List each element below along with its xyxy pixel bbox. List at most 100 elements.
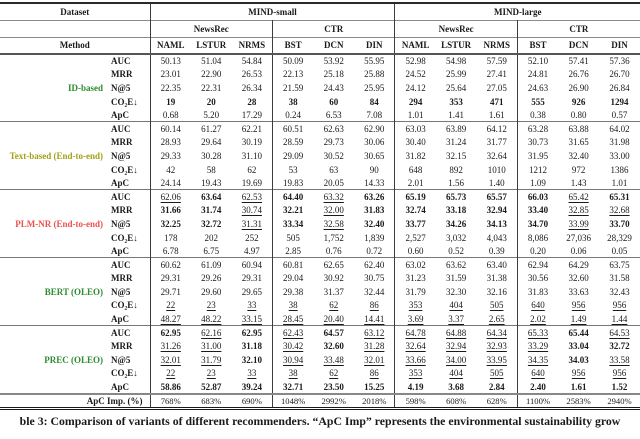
cell-value: 1.01 xyxy=(407,109,424,120)
table-cell: 4.97 xyxy=(232,244,273,258)
cell-value: 22.31 xyxy=(201,82,222,93)
table-cell: 65.19 xyxy=(394,189,436,204)
apc-imp-value: 2018% xyxy=(354,394,395,409)
table-cell: 32.40 xyxy=(354,217,395,231)
cell-value: 34.35 xyxy=(527,354,549,365)
table-cell: 62.94 xyxy=(516,257,559,272)
metric-label: N@5 xyxy=(111,82,131,93)
table-cell: 30.92 xyxy=(313,272,354,286)
table-cell: 30.06 xyxy=(354,136,395,150)
apc-imp-value: 2940% xyxy=(599,394,640,409)
table-cell: 29.09 xyxy=(272,149,314,163)
table-cell: 956 xyxy=(599,367,640,381)
table-cell: 58 xyxy=(191,163,232,177)
cell-value: 32.60 xyxy=(323,341,344,352)
cell-value: 62 xyxy=(329,368,339,379)
metric-label: MRR xyxy=(111,137,133,148)
model-column-header: NAML xyxy=(149,37,191,54)
recommender-category-label: PREC (OLEO) xyxy=(44,354,104,365)
table-cell: 64.12 xyxy=(477,122,518,136)
table-cell: 57.41 xyxy=(558,54,599,68)
cell-value: 926 xyxy=(571,96,586,107)
table-cell: 25.99 xyxy=(436,68,477,82)
cell-value: 28.45 xyxy=(283,313,304,324)
cell-value: 1.61 xyxy=(488,109,505,120)
table-cell: 32.01 xyxy=(149,353,191,367)
cell-value: 608% xyxy=(446,396,467,407)
table-footer: ApC Imp. (%) 768% 683% 690% 1048% 2992% 2018%… xyxy=(0,393,640,409)
table-cell: 65.57 xyxy=(477,190,518,204)
table-cell: 22 xyxy=(149,298,191,313)
cell-value: 2.65 xyxy=(488,313,505,324)
cell-value: 31.31 xyxy=(241,218,262,229)
cell-value: 63.64 xyxy=(201,191,222,202)
cell-value: 648 xyxy=(408,164,423,175)
table-cell: 24.81 xyxy=(516,67,559,82)
table-cell: 33.00 xyxy=(599,149,640,163)
cell-value: 29.65 xyxy=(241,286,262,297)
table-cell: 63.32 xyxy=(313,190,354,204)
cell-value: 0.72 xyxy=(366,245,383,256)
table-cell: 640 xyxy=(516,298,559,313)
cell-value: 471 xyxy=(489,96,504,107)
cell-value: 20.40 xyxy=(323,313,344,324)
cell-value: 62.16 xyxy=(201,327,222,338)
cell-value: 33.15 xyxy=(241,313,262,324)
cell-value: 32.40 xyxy=(568,150,589,161)
cell-value: 60 xyxy=(329,96,339,107)
table-cell: 32.71 xyxy=(272,380,314,394)
table-cell: 24.12 xyxy=(394,81,436,95)
table-cell: 0.20 xyxy=(516,244,559,258)
cell-value: 1,839 xyxy=(364,232,385,243)
cell-value: 30.73 xyxy=(527,137,549,148)
table-cell: 66.03 xyxy=(516,189,559,204)
table-cell: 32.94 xyxy=(477,204,518,218)
cell-value: 38 xyxy=(288,368,298,379)
cell-value: 62.65 xyxy=(323,259,344,270)
cell-value: 64.88 xyxy=(446,327,467,338)
method-label: Method xyxy=(59,40,90,51)
model-column-header: DIN xyxy=(611,40,628,51)
table-cell: 1294 xyxy=(599,95,640,109)
cell-value: 63.32 xyxy=(323,191,344,202)
table-cell: 24.43 xyxy=(313,81,354,95)
table-cell: 0.52 xyxy=(436,244,477,258)
table-cell: 1.40 xyxy=(477,176,518,190)
table-cell: 38 xyxy=(272,298,314,313)
cell-value: 1.52 xyxy=(611,381,628,392)
metric-label: CO₂E↓ xyxy=(111,96,138,107)
model-group-header: NewsRec xyxy=(394,20,518,37)
cell-value: 19.69 xyxy=(241,177,262,188)
table-cell: 20.40 xyxy=(313,312,354,326)
table-cell: 2.85 xyxy=(272,244,314,258)
model-column-header: NRMS xyxy=(483,40,510,51)
cell-value: 64.12 xyxy=(486,124,507,135)
cell-value: 57.59 xyxy=(486,56,507,67)
table-cell: 39.24 xyxy=(232,380,273,394)
cell-value: 31.59 xyxy=(446,273,467,284)
table-cell: 32.44 xyxy=(354,285,395,299)
table-row: MRR 28.93 29.64 30.19 28.59 29.73 30.06 30.40 31… xyxy=(0,135,640,150)
cell-value: 65.33 xyxy=(527,327,549,338)
cell-value: 31.66 xyxy=(160,205,181,216)
metric-label: AUC xyxy=(111,259,131,270)
cell-value: 60.81 xyxy=(283,259,304,270)
cell-value: 63.75 xyxy=(609,259,630,270)
model-group-header: CTR xyxy=(516,20,640,37)
cell-value: 25.88 xyxy=(364,69,385,80)
cell-value: 31.10 xyxy=(241,150,262,161)
cell-value: 15.25 xyxy=(364,381,385,392)
cell-value: 30.75 xyxy=(364,273,385,284)
cell-value: 31.83 xyxy=(527,286,549,297)
cell-value: 31.24 xyxy=(446,137,467,148)
table-cell: 1.49 xyxy=(558,312,599,326)
table-cell: 62.21 xyxy=(232,122,273,136)
table-cell: 404 xyxy=(436,367,477,381)
cell-value: 63 xyxy=(329,164,339,175)
table-cell: 31.82 xyxy=(394,149,436,163)
table-cell: 26.84 xyxy=(599,81,640,95)
cell-value: 26.53 xyxy=(241,69,262,80)
table-cell: 58.86 xyxy=(149,380,191,394)
cell-value: 1048% xyxy=(280,396,306,407)
cell-value: 892 xyxy=(449,164,463,175)
